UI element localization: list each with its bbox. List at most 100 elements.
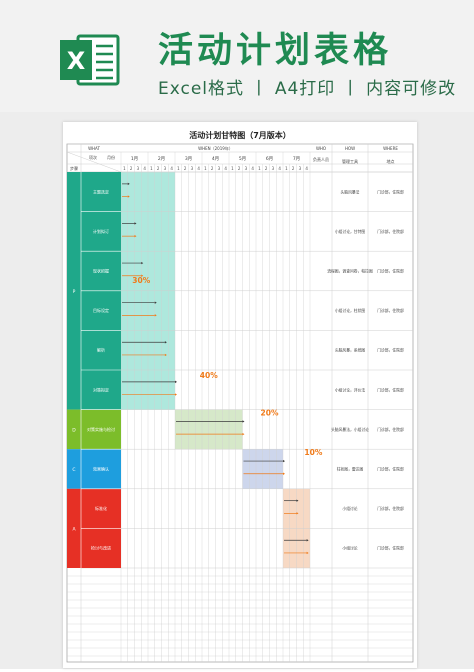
task-location: 门诊部，住院部	[377, 269, 404, 274]
plan-bar-arrow	[175, 380, 177, 384]
task-name: 目标设定	[93, 307, 109, 313]
header-when: WHEN（2019年）	[198, 145, 233, 151]
page-title: 活动计划表格	[158, 31, 393, 71]
phase-percent-label: 20%	[261, 409, 279, 418]
week-label: 1	[123, 166, 126, 171]
week-label: 3	[272, 166, 275, 171]
phase-percent-label: 40%	[200, 371, 218, 380]
phase-cell	[67, 449, 121, 489]
task-name: 对策拟定	[93, 386, 109, 392]
task-name: 计划拟订	[93, 228, 109, 234]
phase-percent-label: 30%	[132, 276, 150, 285]
week-label: 2	[265, 166, 268, 171]
phase-code: A	[72, 526, 76, 532]
plan-bar-arrow	[141, 261, 144, 265]
month-label: 3月	[185, 156, 192, 162]
task-name: 解析	[97, 347, 105, 353]
header-item: 项次	[89, 154, 97, 160]
task-location: 门诊部，住院部	[377, 387, 404, 392]
week-label: 2	[184, 166, 187, 171]
plan-bar-arrow	[242, 420, 245, 423]
page-header: X 活动计划表格 Excel格式 丨 A4打印 丨 内容可修改	[0, 0, 474, 112]
week-label: 2	[238, 166, 241, 171]
task-tools: 小组讨论，甘特图	[335, 229, 366, 234]
task-tools: 柱状图，雷达图	[337, 467, 364, 472]
gantt-sheet: 活动计划甘特图（7月版本） WHAT WHEN（2019年） WHO HOW WHERE 项…	[63, 122, 417, 668]
week-label: 3	[245, 166, 248, 171]
task-location: 门诊部，住院部	[377, 427, 404, 432]
task-name: 对策实施与检讨	[87, 426, 115, 432]
gantt-table: 活动计划甘特图（7月版本） WHAT WHEN（2019年） WHO HOW WHERE 项…	[66, 130, 414, 663]
actual-bar-arrow	[306, 551, 309, 555]
actual-bar-arrow	[141, 274, 144, 277]
actual-bar-arrow	[164, 353, 167, 357]
task-name: 现状把握	[93, 268, 109, 274]
plan-bar-arrow	[164, 341, 167, 344]
week-label: 4	[305, 166, 308, 171]
excel-icon: X	[60, 34, 122, 86]
plan-bar-arrow	[296, 499, 299, 502]
week-label: 1	[258, 166, 261, 171]
week-label: 1	[285, 166, 288, 171]
header-phase: 步骤	[70, 165, 78, 171]
week-label: 3	[218, 166, 221, 171]
task-name: 主题选定	[93, 188, 109, 194]
month-label: 1月	[131, 156, 138, 162]
week-label: 3	[191, 166, 194, 171]
month-label: 2月	[158, 156, 165, 162]
header-location: 地点	[387, 158, 395, 164]
month-label: 7月	[293, 156, 300, 162]
week-label: 4	[278, 166, 281, 171]
actual-bar-arrow	[134, 234, 137, 238]
task-location: 门诊部，住院部	[377, 229, 404, 234]
month-label: 4月	[212, 156, 219, 162]
actual-bar-arrow	[283, 472, 285, 475]
plan-bar-arrow	[283, 459, 285, 463]
actual-bar-arrow	[154, 314, 157, 317]
task-location: 门诊部，住院部	[377, 348, 404, 353]
month-label: 5月	[239, 156, 246, 162]
header-month: 月份	[107, 154, 115, 160]
task-name: 效果确认	[93, 466, 109, 472]
week-label: 2	[157, 166, 160, 171]
task-tools: 小组讨论	[342, 546, 357, 551]
phase-code: P	[73, 289, 76, 295]
header-how: HOW	[345, 146, 355, 151]
task-tools: 小组讨论	[342, 506, 357, 511]
week-label: 4	[251, 166, 254, 171]
week-label: 4	[197, 166, 200, 171]
sheet-title: 活动计划甘特图（7月版本）	[189, 130, 291, 140]
header-what: WHAT	[88, 146, 100, 151]
month-label: 6月	[266, 156, 273, 162]
week-label: 2	[292, 166, 295, 171]
plan-bar-arrow	[127, 182, 130, 186]
week-label: 4	[224, 166, 227, 171]
task-tools: 头脑风暴法	[341, 189, 360, 194]
task-location: 门诊部，住院部	[377, 506, 404, 511]
week-label: 1	[204, 166, 207, 171]
header-where: WHERE	[383, 146, 398, 151]
phase-percent-label: 10%	[304, 448, 322, 457]
phase-code: C	[72, 467, 75, 473]
task-tools: 头脑风暴，系统图	[335, 348, 366, 353]
week-label: 1	[177, 166, 180, 171]
plan-bar-arrow	[154, 301, 157, 304]
plan-bar-arrow	[134, 222, 137, 225]
week-label: 2	[130, 166, 133, 171]
header-who: WHO	[316, 146, 326, 151]
actual-bar-arrow	[127, 195, 130, 198]
task-tools: 头脑风暴法，小组讨论	[331, 427, 369, 432]
task-location: 门诊部，住院部	[377, 467, 404, 472]
week-label: 4	[170, 166, 173, 171]
task-tools: 流程图，调查问卷，帕拉图	[327, 269, 373, 274]
week-label: 4	[143, 166, 146, 171]
task-name: 标准化	[95, 505, 107, 511]
phase-code: D	[72, 427, 76, 433]
header-tools: 管理工具	[342, 158, 358, 164]
actual-bar-arrow	[296, 512, 299, 515]
plan-bar-arrow	[306, 539, 309, 542]
phase-cell	[67, 409, 121, 450]
header-diagonal	[66, 151, 122, 173]
week-label: 3	[137, 166, 140, 171]
task-location: 门诊部，住院部	[377, 546, 404, 551]
